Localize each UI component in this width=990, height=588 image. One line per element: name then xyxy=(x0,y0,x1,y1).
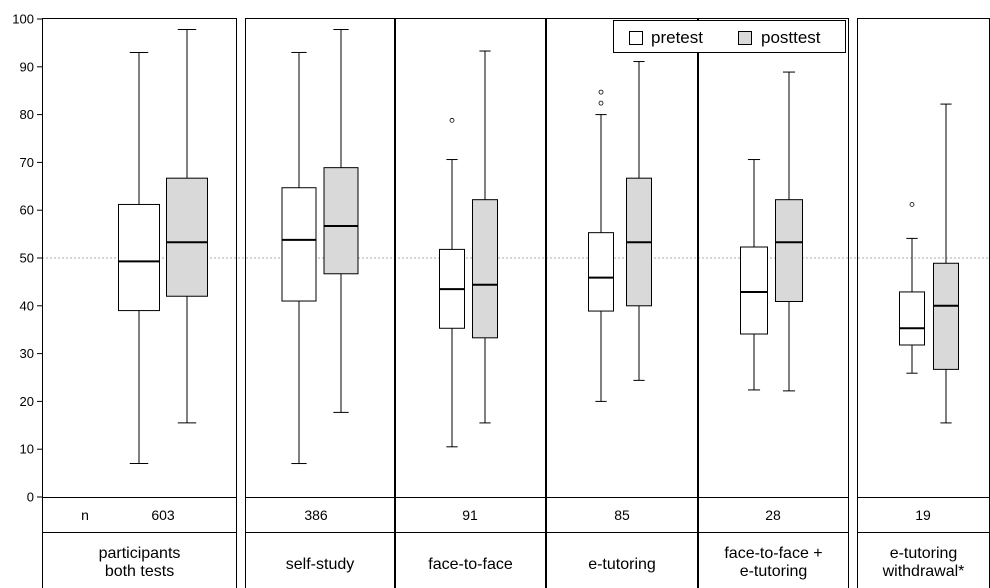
panel-frame xyxy=(546,18,698,588)
y-tick-label: 20 xyxy=(20,394,34,409)
y-tick-label: 40 xyxy=(20,298,34,313)
group-label: self-study xyxy=(286,556,354,573)
n-value: 91 xyxy=(462,507,478,523)
legend: pretest posttest xyxy=(613,20,846,53)
y-tick-label: 70 xyxy=(20,155,34,170)
panel-frame xyxy=(395,18,546,588)
iqr-box xyxy=(933,262,959,370)
posttest-box xyxy=(933,103,959,424)
group-label: e-tutoring xyxy=(588,556,656,573)
outlier-point xyxy=(598,100,604,106)
legend-swatch-posttest xyxy=(738,31,752,45)
iqr-box xyxy=(166,177,208,297)
legend-label-posttest: posttest xyxy=(761,28,821,47)
posttest-box xyxy=(166,29,208,424)
posttest-box xyxy=(472,50,498,424)
iqr-box xyxy=(281,187,317,302)
group-label: withdrawal* xyxy=(882,563,965,580)
legend-box xyxy=(613,20,846,53)
panel-frame xyxy=(698,18,849,588)
pretest-box xyxy=(118,51,160,465)
iqr-box xyxy=(740,246,768,335)
y-tick-label: 60 xyxy=(20,203,34,218)
n-value: 28 xyxy=(765,507,781,523)
posttest-box xyxy=(323,29,359,413)
y-tick-label: 10 xyxy=(20,442,34,457)
y-tick-label: 90 xyxy=(20,59,34,74)
outlier-point xyxy=(909,202,915,207)
pretest-box xyxy=(740,159,768,391)
iqr-box xyxy=(588,232,614,312)
panel-frame xyxy=(245,18,395,588)
y-tick-label: 80 xyxy=(20,107,34,122)
n-value: 19 xyxy=(915,507,931,523)
group-label: face-to-face xyxy=(428,556,513,573)
iqr-box xyxy=(118,203,160,312)
legend-label-pretest: pretest xyxy=(651,28,703,47)
posttest-box xyxy=(775,71,803,392)
outlier-point xyxy=(598,89,604,95)
iqr-box xyxy=(899,291,925,346)
n-prefix-label: n xyxy=(81,507,89,523)
n-value: 85 xyxy=(614,507,630,523)
iqr-box xyxy=(472,199,498,339)
iqr-box xyxy=(323,167,359,275)
y-tick-label: 100 xyxy=(12,12,34,27)
posttest-box xyxy=(626,61,652,381)
pretest-box xyxy=(899,202,925,374)
group-label: both tests xyxy=(105,563,174,580)
group-label: e-tutoring xyxy=(890,545,958,562)
group-label: face-to-face + xyxy=(724,545,822,562)
y-tick-label: 50 xyxy=(20,251,34,266)
legend-swatch-pretest xyxy=(629,31,643,45)
iqr-box xyxy=(775,199,803,302)
pretest-box xyxy=(588,89,614,402)
y-tick-label: 0 xyxy=(27,490,34,505)
n-value: 603 xyxy=(151,507,175,523)
pretest-box xyxy=(439,117,465,448)
outlier-point xyxy=(449,117,455,123)
n-value: 386 xyxy=(304,507,328,523)
group-label: e-tutoring xyxy=(740,563,808,580)
panel-frame xyxy=(42,18,237,588)
group-label: participants xyxy=(99,545,181,562)
pretest-box xyxy=(281,51,317,465)
y-tick-label: 30 xyxy=(20,346,34,361)
